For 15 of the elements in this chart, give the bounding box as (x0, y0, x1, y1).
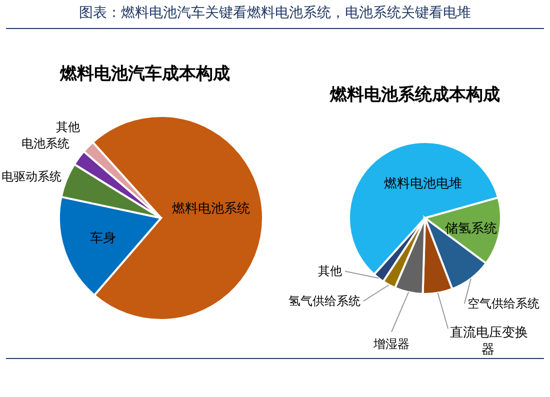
slice-label: 储氢系统 (445, 220, 497, 236)
slice-label: 其他 (56, 120, 80, 134)
slice-label: 电驱动系统 (1, 170, 62, 184)
chart-subtitle: 燃料电池汽车成本构成 (58, 63, 231, 85)
slice-label: 燃料电池电堆 (384, 176, 462, 190)
chart-title: 燃料电池系统成本构成 (328, 84, 501, 106)
slice-label: 燃料电池系统 (172, 200, 250, 216)
slice-label: 直流电压变换器 (450, 324, 528, 357)
slice-label: 增湿器 (372, 336, 410, 351)
slice-label: 车身 (90, 230, 116, 246)
slice-label: 空气供给系统 (467, 296, 540, 311)
slice-label: 氢气供给系统 (288, 294, 360, 308)
slice-label: 电池系统 (22, 136, 70, 150)
chart-title: 图表：燃料电池汽车关键看燃料电池系统，电池系统关键看电堆 (78, 4, 472, 22)
slice-label: 其他 (318, 264, 342, 278)
